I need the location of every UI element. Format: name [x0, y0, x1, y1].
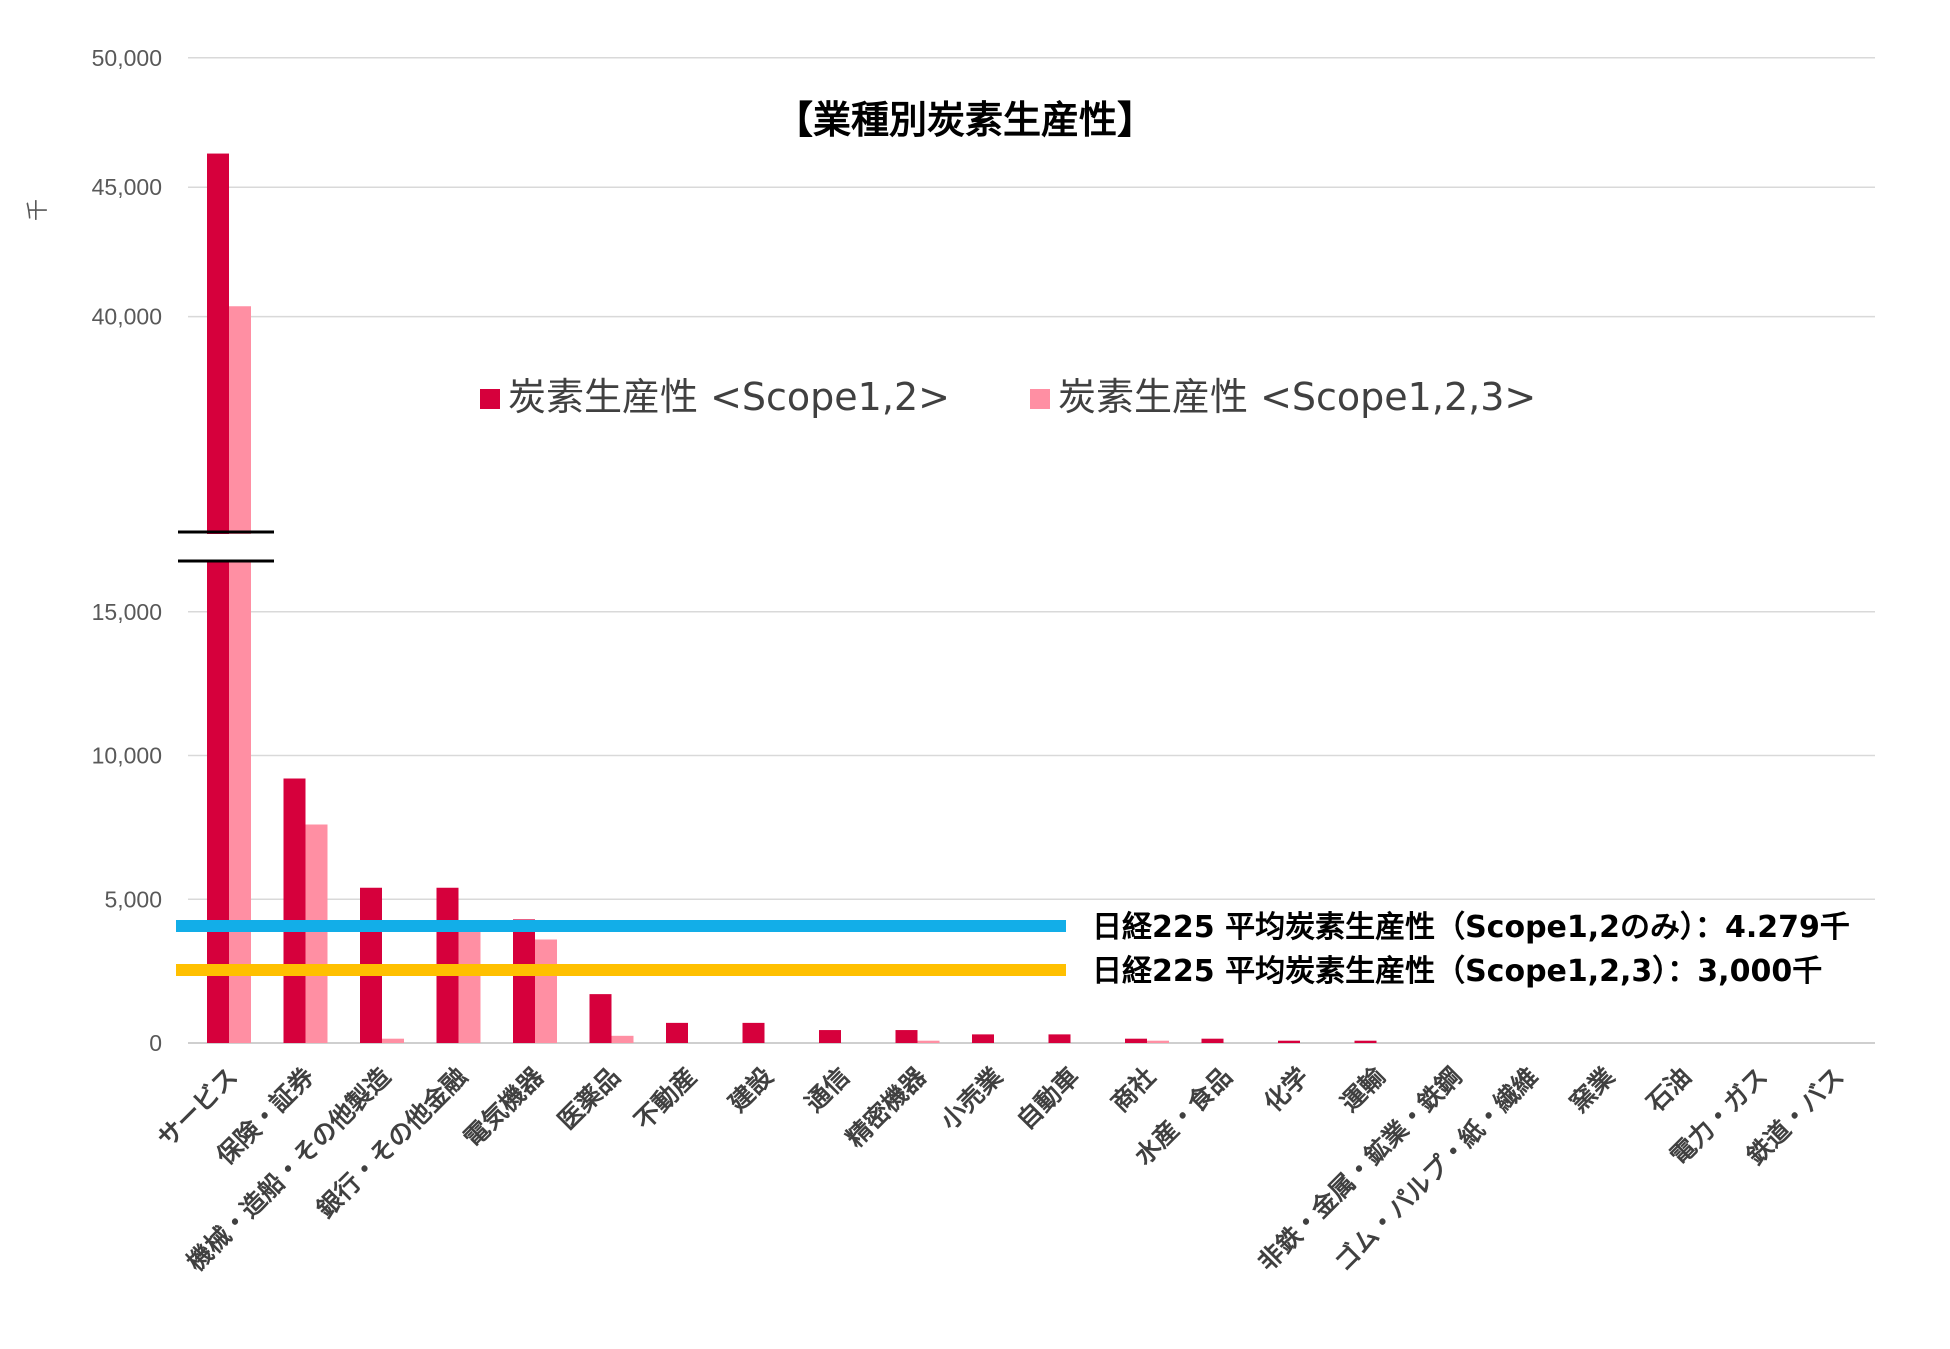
- bar-scope123: [458, 928, 481, 1043]
- bar-scope123: [1147, 1040, 1169, 1043]
- y-axis-ticks: 0 5,000 10,000 15,000 40,000 45,000 50,000: [92, 45, 162, 1056]
- legend-label: 炭素生産性 <Scope1,2,3>: [1058, 375, 1536, 419]
- bar-scope12: [666, 1022, 688, 1043]
- category-label: 不動産: [629, 1062, 703, 1136]
- y-tick-label: 0: [149, 1030, 162, 1056]
- y-tick-label: 45,000: [92, 174, 162, 200]
- category-label: 医薬品: [552, 1062, 626, 1136]
- bar-scope123: [535, 939, 557, 1043]
- category-label: 電気機器: [458, 1061, 550, 1153]
- category-label: 石油: [1640, 1062, 1697, 1119]
- bar-scope123: [229, 306, 251, 1043]
- bar-scope12: [207, 153, 229, 1043]
- bar-scope12: [972, 1034, 994, 1043]
- y-tick-label: 5,000: [104, 886, 162, 912]
- legend-swatch: [1030, 389, 1050, 409]
- bar-scope123: [611, 1035, 634, 1043]
- y-tick-label: 50,000: [92, 45, 162, 71]
- bar-scope12: [895, 1030, 918, 1043]
- bar-scope12: [1048, 1034, 1071, 1043]
- category-label: 運輸: [1335, 1061, 1392, 1118]
- reference-line-label: 日経225 平均炭素生産性（Scope1,2のみ）：4.279千: [1092, 910, 1850, 945]
- category-label: 窯業: [1564, 1062, 1620, 1118]
- bar-scope123: [305, 824, 328, 1043]
- category-label: 通信: [799, 1062, 855, 1118]
- category-label: 化学: [1258, 1062, 1314, 1118]
- bar-scope12: [513, 919, 535, 1043]
- category-label: 自動車: [1011, 1062, 1085, 1136]
- legend: 炭素生産性 <Scope1,2> 炭素生産性 <Scope1,2,3>: [480, 375, 1536, 419]
- y-tick-label: 40,000: [92, 304, 162, 330]
- legend-swatch: [480, 389, 500, 409]
- y-unit-label: 千: [26, 199, 51, 221]
- gridlines: [188, 57, 1875, 1044]
- bar-scope123: [917, 1040, 940, 1043]
- bar-scope12: [819, 1030, 841, 1043]
- bar-scope12: [1354, 1040, 1377, 1043]
- bar-scope123: [382, 1038, 404, 1043]
- bar-scope12: [283, 778, 306, 1043]
- axis-break-gap: [178, 534, 276, 560]
- bar-scope12: [589, 994, 612, 1043]
- y-tick-label: 15,000: [92, 599, 162, 625]
- category-label: 商社: [1105, 1062, 1161, 1118]
- bar-scope12: [1278, 1040, 1300, 1043]
- bar-scope12: [1201, 1038, 1224, 1043]
- chart-title: 【業種別炭素生産性】: [775, 98, 1155, 142]
- category-label: 精密機器: [841, 1061, 933, 1153]
- legend-label: 炭素生産性 <Scope1,2>: [508, 375, 950, 419]
- category-label: 建設: [723, 1061, 780, 1118]
- reference-line-label: 日経225 平均炭素生産性（Scope1,2,3）：3,000千: [1092, 954, 1822, 989]
- y-tick-label: 10,000: [92, 743, 162, 769]
- bar-scope12: [1125, 1038, 1147, 1043]
- bar-scope12: [742, 1022, 765, 1043]
- axis-break: [178, 530, 276, 563]
- category-label: 小売業: [935, 1062, 1009, 1136]
